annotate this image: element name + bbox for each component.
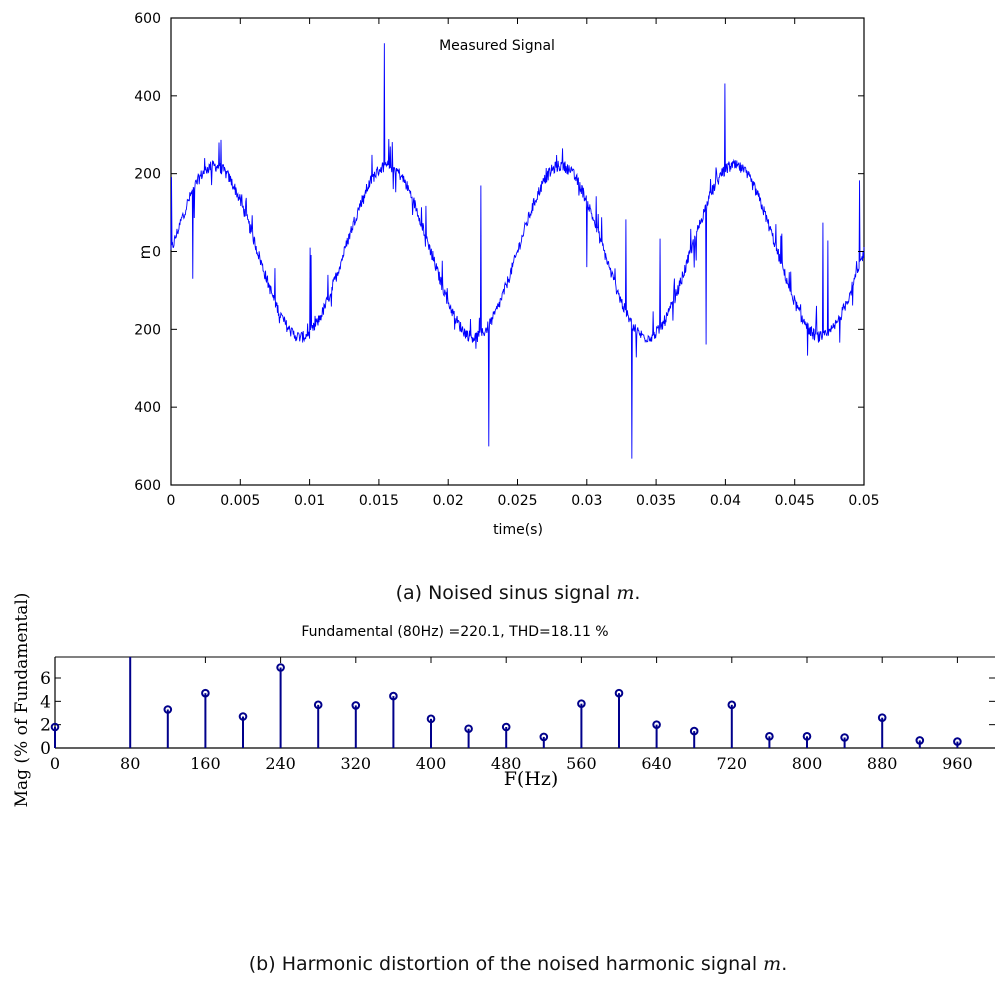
x-tick-label-b: 560 bbox=[566, 754, 597, 773]
x-tick-label-a: 0.025 bbox=[497, 493, 537, 509]
harmonic-marker bbox=[201, 688, 210, 698]
x-tick-label-b: 400 bbox=[416, 754, 447, 773]
y-tick-label-a: 400 bbox=[134, 89, 161, 105]
measured-signal-chart: 0 0.005 0.01 0.015 0.02 0.025 0.03 0.035 0.04 0.0… bbox=[134, 11, 879, 538]
y-tick-label-b: 6 bbox=[40, 669, 51, 689]
chart-b-title: Fundamental (80Hz) =220.1, THD=18.11 % bbox=[301, 624, 608, 640]
x-tick-label-a: 0.035 bbox=[636, 493, 676, 509]
x-tick-label-a: 0 bbox=[167, 493, 176, 509]
x-tick-label-a: 0.045 bbox=[775, 493, 815, 509]
y-tick-label-a: 600 bbox=[134, 11, 161, 27]
signal-line bbox=[170, 43, 865, 459]
y-tick-label-a: 200 bbox=[134, 322, 161, 338]
harmonic-marker bbox=[765, 732, 774, 741]
chart-b-ylabel: Mag (% of Fundamental) bbox=[12, 593, 32, 808]
chart-a-ylabel: m bbox=[136, 245, 154, 260]
harmonic-marker bbox=[501, 722, 511, 732]
x-tick-label-b: 320 bbox=[341, 754, 372, 773]
harmonic-marker bbox=[877, 713, 887, 722]
harmonic-marker bbox=[464, 724, 473, 734]
x-tick-label-b: 480 bbox=[491, 754, 522, 773]
x-tick-label-a: 0.02 bbox=[433, 493, 464, 509]
y-tick-label-b: 2 bbox=[40, 716, 51, 736]
x-tick-label-b: 960 bbox=[942, 754, 973, 773]
y-tick-label-a: 400 bbox=[134, 400, 161, 416]
caption-b: (b) Harmonic distortion of the noised ha… bbox=[249, 953, 787, 975]
x-tick-label-a: 0.04 bbox=[710, 493, 741, 509]
chart-a-title: Measured Signal bbox=[439, 38, 555, 54]
harmonic-marker bbox=[802, 732, 812, 741]
caption-a-text: (a) Noised sinus signal bbox=[396, 582, 617, 604]
axes-a: 0 0.005 0.01 0.015 0.02 0.025 0.03 0.035 0.04 0.0… bbox=[134, 11, 879, 509]
x-tick-label-b: 880 bbox=[867, 754, 898, 773]
caption-a-math: m bbox=[616, 582, 634, 604]
x-tick-label-b: 160 bbox=[190, 754, 221, 773]
x-tick-label-a: 0.05 bbox=[848, 493, 879, 509]
y-tick-label-b: 0 bbox=[40, 739, 51, 759]
x-tick-label-b: 240 bbox=[265, 754, 296, 773]
harmonic-marker bbox=[389, 691, 398, 701]
harmonic-stems bbox=[50, 657, 962, 748]
harmonic-marker bbox=[238, 712, 248, 721]
caption-b-math: m bbox=[763, 953, 781, 975]
x-tick-label-b: 640 bbox=[641, 754, 672, 773]
harmonic-marker bbox=[313, 700, 323, 710]
x-tick-label-b: 800 bbox=[792, 754, 823, 773]
harmonic-marker bbox=[652, 720, 661, 729]
caption-b-end: . bbox=[781, 953, 787, 975]
harmonic-marker bbox=[915, 736, 925, 745]
x-tick-label-b: 0 bbox=[50, 754, 60, 773]
y-tick-label-a: 0 bbox=[152, 245, 161, 261]
harmonic-distortion-chart: Fundamental (80Hz) =220.1, THD=18.11 % 0… bbox=[12, 593, 995, 808]
y-tick-label-a: 200 bbox=[134, 167, 161, 183]
chart-b-xlabel: F(Hz) bbox=[504, 768, 559, 790]
harmonic-marker bbox=[50, 722, 60, 732]
harmonic-marker bbox=[351, 701, 361, 710]
y-tick-label-a: 600 bbox=[134, 478, 161, 494]
x-tick-label-b: 720 bbox=[717, 754, 748, 773]
harmonic-marker bbox=[426, 714, 436, 724]
axes-b: 0 80 160 240 320 400 480 560 640 720 800 880 960 0 2 4 6 bbox=[40, 656, 995, 773]
caption-b-text: (b) Harmonic distortion of the noised ha… bbox=[249, 953, 763, 975]
harmonic-marker bbox=[276, 663, 285, 672]
x-tick-label-a: 0.03 bbox=[571, 493, 602, 509]
harmonic-marker bbox=[727, 700, 737, 710]
harmonic-marker bbox=[689, 726, 699, 736]
harmonic-marker bbox=[840, 733, 849, 742]
harmonic-marker bbox=[953, 737, 962, 746]
chart-a-xlabel: time(s) bbox=[493, 522, 543, 538]
x-tick-label-a: 0.005 bbox=[220, 493, 260, 509]
caption-a: (a) Noised sinus signal m. bbox=[396, 582, 641, 604]
x-tick-label-b: 80 bbox=[120, 754, 140, 773]
x-tick-label-a: 0.01 bbox=[294, 493, 325, 509]
x-tick-label-a: 0.015 bbox=[359, 493, 399, 509]
harmonic-marker bbox=[577, 699, 586, 708]
harmonic-marker bbox=[614, 688, 624, 698]
signal-series bbox=[170, 43, 865, 459]
caption-a-end: . bbox=[634, 582, 640, 604]
y-tick-label-b: 4 bbox=[40, 692, 51, 712]
harmonic-marker bbox=[163, 705, 173, 714]
harmonic-marker bbox=[539, 732, 549, 742]
